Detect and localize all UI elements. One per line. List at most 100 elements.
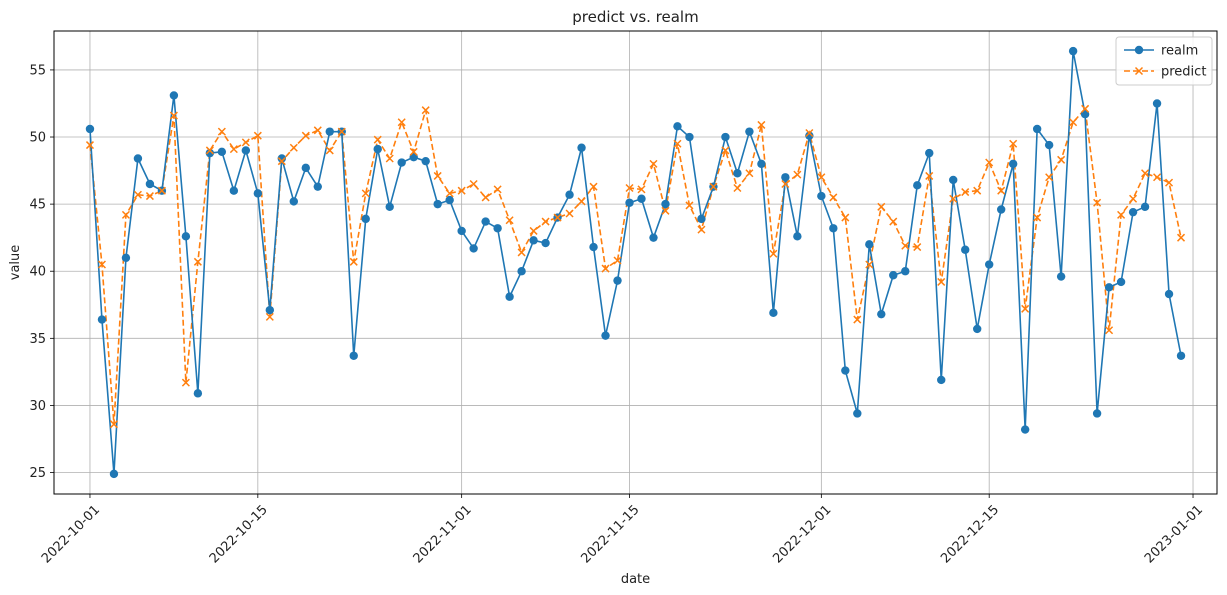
y-tick-label: 55	[29, 63, 46, 78]
legend-realm-label: realm	[1161, 44, 1198, 59]
predict-point	[745, 169, 754, 178]
realm-point	[421, 156, 430, 166]
y-axis: 25 30 35 40 45 50 55	[29, 63, 54, 481]
realm-point	[373, 144, 382, 154]
realm-point	[901, 267, 910, 276]
predict-point	[157, 186, 166, 195]
y-tick-label: 45	[29, 198, 46, 213]
realm-point	[1032, 124, 1042, 134]
predict-point	[865, 260, 874, 269]
predict-point	[937, 277, 946, 286]
predict-point	[133, 190, 142, 199]
predict-point	[265, 312, 274, 321]
legend-predict-marker	[1134, 66, 1144, 76]
realm-point	[565, 190, 574, 199]
predict-point	[733, 183, 742, 193]
predict-point	[1129, 194, 1138, 203]
realm-point	[601, 331, 610, 340]
realm-point	[349, 351, 358, 360]
realm-point	[469, 244, 478, 253]
realm-point	[289, 197, 298, 206]
realm-point	[1164, 289, 1174, 299]
realm-point	[937, 375, 946, 385]
realm-point	[1080, 110, 1090, 119]
predict-point	[193, 257, 202, 266]
realm-point	[973, 324, 982, 334]
realm-point	[277, 154, 287, 163]
predict-point	[925, 171, 934, 180]
predict-point	[601, 264, 610, 273]
realm-point	[697, 214, 706, 224]
y-tick-label: 35	[29, 332, 46, 347]
realm-point	[457, 226, 466, 236]
realm-point	[1176, 351, 1186, 360]
predict-point	[421, 106, 430, 115]
realm-point	[841, 366, 850, 375]
predict-point	[517, 248, 526, 257]
predict-point	[673, 139, 682, 148]
chart-title: predict vs. realm	[572, 8, 698, 26]
realm-point	[1116, 277, 1126, 287]
realm-point	[649, 233, 658, 242]
realm-point	[253, 189, 263, 198]
predict-point	[373, 135, 382, 144]
predict-point	[1009, 139, 1018, 148]
realm-point	[505, 292, 514, 301]
realm-point	[865, 240, 874, 249]
realm-point	[1008, 159, 1018, 169]
predict-point	[325, 146, 334, 155]
predict-point	[277, 157, 286, 166]
predict-point	[1117, 210, 1126, 219]
realm-point	[193, 389, 203, 398]
legend-realm-marker	[1134, 45, 1144, 55]
realm-point	[541, 238, 550, 248]
predict-point	[229, 145, 238, 154]
predict-point	[445, 189, 454, 198]
predict-point	[361, 189, 370, 198]
realm-point	[325, 127, 334, 136]
realm-point	[1068, 46, 1078, 56]
legend-predict-label: predict	[1161, 65, 1206, 80]
realm-point	[853, 409, 862, 418]
predict-point	[829, 193, 838, 202]
realm-point	[493, 224, 502, 233]
y-tick-label: 30	[29, 399, 46, 414]
predict-point	[841, 213, 850, 222]
predict-point	[793, 170, 802, 179]
y-tick-label: 40	[29, 265, 46, 280]
predict-point	[613, 256, 622, 265]
realm-point	[97, 315, 107, 324]
predict-point	[1033, 213, 1042, 222]
realm-point	[745, 127, 754, 136]
realm-point	[385, 202, 394, 212]
predict-point	[385, 154, 394, 163]
predict-point	[985, 158, 994, 167]
legend: realm predict	[1115, 36, 1213, 86]
predict-point	[877, 202, 886, 211]
y-tick-label: 25	[29, 466, 46, 481]
realm-point	[205, 148, 215, 158]
realm-series-line	[89, 50, 1182, 474]
realm-point	[613, 276, 622, 285]
predict-point	[961, 188, 970, 197]
predict-point	[409, 147, 418, 156]
predict-point	[313, 126, 322, 135]
predict-point	[637, 185, 646, 194]
predict-point	[145, 192, 154, 201]
predict-point	[97, 260, 106, 269]
predict-point	[253, 131, 262, 140]
realm-point	[181, 232, 191, 241]
realm-point	[925, 148, 934, 158]
predict-point	[349, 257, 358, 266]
predict-point	[697, 225, 706, 234]
predict-point	[205, 146, 214, 155]
predict-point	[85, 141, 94, 150]
realm-point	[877, 309, 886, 319]
realm-point	[1056, 272, 1066, 281]
realm-point	[625, 198, 634, 207]
realm-point	[949, 175, 958, 185]
predict-point	[781, 179, 790, 189]
predict-point	[553, 213, 562, 222]
predict-point	[565, 209, 574, 218]
realm-point	[577, 143, 586, 152]
